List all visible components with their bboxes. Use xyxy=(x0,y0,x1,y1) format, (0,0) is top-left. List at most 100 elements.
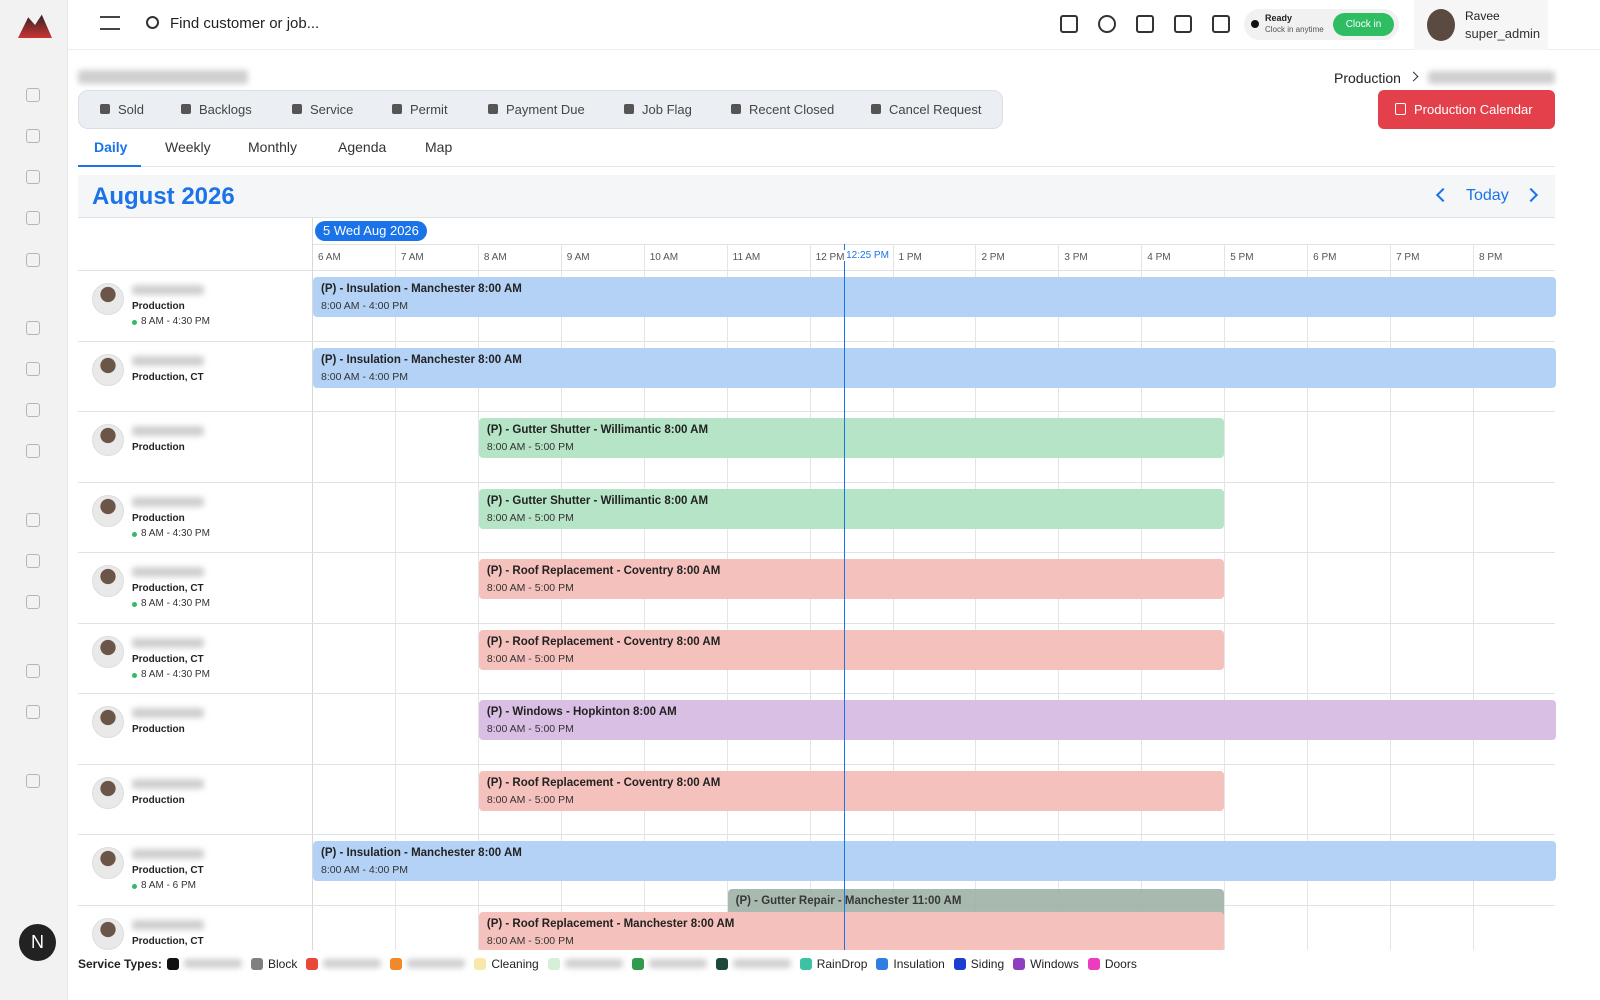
event-bar[interactable]: (P) - Roof Replacement - Coventry 8:00 A… xyxy=(478,629,1225,670)
nav-icon[interactable] xyxy=(26,664,40,678)
nav-icon[interactable] xyxy=(26,211,40,225)
event-bar[interactable]: (P) - Windows - Hopkinton 8:00 AM 8:00 AM… xyxy=(478,700,1556,740)
grid-line xyxy=(312,218,313,958)
row-line xyxy=(78,411,1555,412)
user-name: Ravee xyxy=(1465,9,1500,23)
blurred-text xyxy=(132,496,204,507)
grid-line xyxy=(892,244,894,958)
event-title: (P) - Insulation - Manchester 8:00 AM xyxy=(321,847,522,859)
crew-avatar xyxy=(92,776,124,809)
filter-tab[interactable]: Job Flag xyxy=(642,102,692,117)
nav-icon[interactable] xyxy=(26,170,40,184)
nav-icon[interactable] xyxy=(26,403,40,417)
event-time: 8:00 AM - 4:00 PM xyxy=(321,864,408,876)
nav-icon[interactable] xyxy=(26,129,40,143)
crew-avatar xyxy=(92,635,124,668)
crew-role: Production, CT xyxy=(132,371,204,383)
clock-in-button[interactable]: Clock in xyxy=(1333,13,1394,36)
toolbar-icon[interactable] xyxy=(1060,15,1078,33)
crew-shift: 8 AM - 4:30 PM xyxy=(141,598,210,609)
shift-dot xyxy=(132,884,137,889)
crew-avatar xyxy=(92,917,124,950)
event-bar[interactable]: (P) - Roof Replacement - Coventry 8:00 A… xyxy=(478,770,1225,811)
nav-icon[interactable] xyxy=(26,444,40,458)
tab-divider xyxy=(78,166,1555,167)
production-calendar-button[interactable]: Production Calendar xyxy=(1378,90,1555,129)
user-photo xyxy=(1427,9,1455,41)
event-title: (P) - Windows - Hopkinton 8:00 AM xyxy=(486,706,677,718)
nav-icon[interactable] xyxy=(26,253,40,267)
event-title: (P) - Gutter Repair - Manchester 11:00 A… xyxy=(735,895,962,907)
grid-line xyxy=(726,244,728,958)
nav-icon[interactable] xyxy=(26,321,40,335)
filter-tab[interactable]: Sold xyxy=(118,102,145,117)
breadcrumb[interactable]: Production xyxy=(1334,70,1401,86)
filter-tab[interactable]: Cancel Request xyxy=(889,102,982,117)
legend-swatch xyxy=(1013,958,1026,970)
grid-line xyxy=(1058,244,1060,958)
event-bar[interactable]: (P) - Gutter Shutter - Willimantic 8:00 … xyxy=(478,488,1225,529)
nav-icon[interactable] xyxy=(26,595,40,609)
filter-tab[interactable]: Recent Closed xyxy=(749,102,835,117)
view-tab[interactable]: Map xyxy=(425,139,453,155)
status-note: Clock in anytime xyxy=(1265,25,1324,34)
event-bar[interactable]: (P) - Insulation - Manchester 8:00 AM 8:0… xyxy=(313,841,1556,881)
nav-icon[interactable] xyxy=(26,513,40,527)
shift-dot xyxy=(132,320,137,325)
filter-tab[interactable]: Backlogs xyxy=(199,102,252,117)
blurred-text xyxy=(132,778,204,789)
event-bar[interactable]: (P) - Insulation - Manchester 8:00 AM 8:0… xyxy=(313,277,1556,317)
crew-shift: 8 AM - 6 PM xyxy=(141,880,197,891)
date-badge: 5 Wed Aug 2026 xyxy=(315,221,427,241)
crew-avatar xyxy=(92,353,124,386)
view-tab[interactable]: Monthly xyxy=(248,139,298,155)
status-dot xyxy=(1251,20,1259,28)
view-tab[interactable]: Daily xyxy=(94,139,128,155)
toolbar-icon[interactable] xyxy=(1174,15,1192,33)
grid-line xyxy=(809,244,811,958)
event-time: 8:00 AM - 5:00 PM xyxy=(486,441,574,453)
blurred-text xyxy=(132,637,204,648)
event-bar[interactable]: (P) - Roof Replacement - Manchester 8:00… xyxy=(478,911,1225,952)
filter-icon xyxy=(292,104,302,114)
filter-tab[interactable]: Permit xyxy=(410,102,448,117)
crew-role: Production xyxy=(132,794,185,806)
nav-icon[interactable] xyxy=(26,554,40,568)
filter-tab[interactable]: Payment Due xyxy=(506,102,585,117)
legend-swatch xyxy=(715,958,728,970)
filter-tab[interactable]: Service xyxy=(310,102,354,117)
view-tab[interactable]: Agenda xyxy=(338,139,387,155)
nav-icon[interactable] xyxy=(26,774,40,788)
crew-role: Production, CT xyxy=(132,865,204,876)
event-title: (P) - Roof Replacement - Coventry 8:00 A… xyxy=(486,565,721,577)
toolbar-icon[interactable] xyxy=(1136,15,1154,33)
hour-label: 1 PM xyxy=(898,252,922,263)
nav-icon[interactable] xyxy=(26,88,40,102)
hour-label: 8 PM xyxy=(1479,252,1503,263)
month-title: August 2026 xyxy=(92,183,235,210)
user-avatar[interactable]: N xyxy=(19,924,56,961)
row-line xyxy=(78,693,1555,694)
menu-icon[interactable] xyxy=(100,16,120,30)
toolbar-icon[interactable] xyxy=(1212,15,1230,33)
event-bar[interactable]: (P) - Gutter Shutter - Willimantic 8:00 … xyxy=(478,418,1225,458)
search-icon xyxy=(146,16,159,29)
event-time: 8:00 AM - 5:00 PM xyxy=(486,723,574,735)
nav-icon[interactable] xyxy=(26,705,40,719)
grid-line xyxy=(1390,244,1392,958)
search-input[interactable]: Find customer or job... xyxy=(170,15,320,32)
sidebar xyxy=(0,0,68,1000)
blurred-text xyxy=(132,567,204,577)
filter-bar: Sold Backlogs Service Permit Payment Due Job … xyxy=(78,90,1003,129)
event-bar[interactable]: (P) - Roof Replacement - Coventry 8:00 A… xyxy=(478,559,1225,599)
hour-label: 6 PM xyxy=(1313,252,1337,263)
legend-label: Siding xyxy=(970,957,1005,971)
nav-icon[interactable] xyxy=(26,362,40,376)
hour-label: 4 PM xyxy=(1147,252,1171,263)
topbar xyxy=(68,0,1600,50)
legend-label: Doors xyxy=(1104,957,1137,971)
view-tab[interactable]: Weekly xyxy=(165,139,211,155)
today-button[interactable]: Today xyxy=(1466,187,1509,204)
event-bar[interactable]: (P) - Insulation - Manchester 8:00 AM 8:0… xyxy=(313,347,1556,388)
toolbar-icon[interactable] xyxy=(1098,15,1116,33)
